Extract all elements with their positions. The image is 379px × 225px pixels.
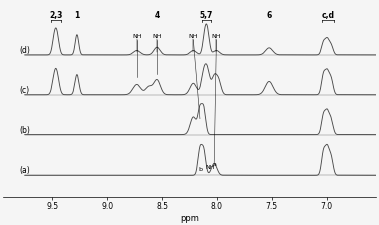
Text: 6: 6 — [266, 11, 272, 20]
Text: 5,7: 5,7 — [199, 11, 213, 20]
X-axis label: ppm: ppm — [180, 213, 199, 222]
Text: NH: NH — [211, 34, 221, 39]
Text: 2,3: 2,3 — [49, 11, 63, 20]
Text: NH: NH — [205, 164, 215, 169]
Text: a: a — [212, 161, 216, 166]
Text: (a): (a) — [19, 166, 30, 175]
Text: (d): (d) — [19, 46, 30, 55]
Text: (b): (b) — [19, 125, 30, 134]
Text: c,d: c,d — [321, 11, 334, 20]
Text: NH: NH — [132, 34, 141, 39]
Text: 1: 1 — [74, 11, 80, 20]
Text: NH: NH — [189, 34, 198, 39]
Text: b: b — [198, 166, 202, 171]
Text: (c): (c) — [19, 86, 30, 94]
Text: 4: 4 — [155, 11, 160, 20]
Text: NH: NH — [152, 34, 162, 39]
